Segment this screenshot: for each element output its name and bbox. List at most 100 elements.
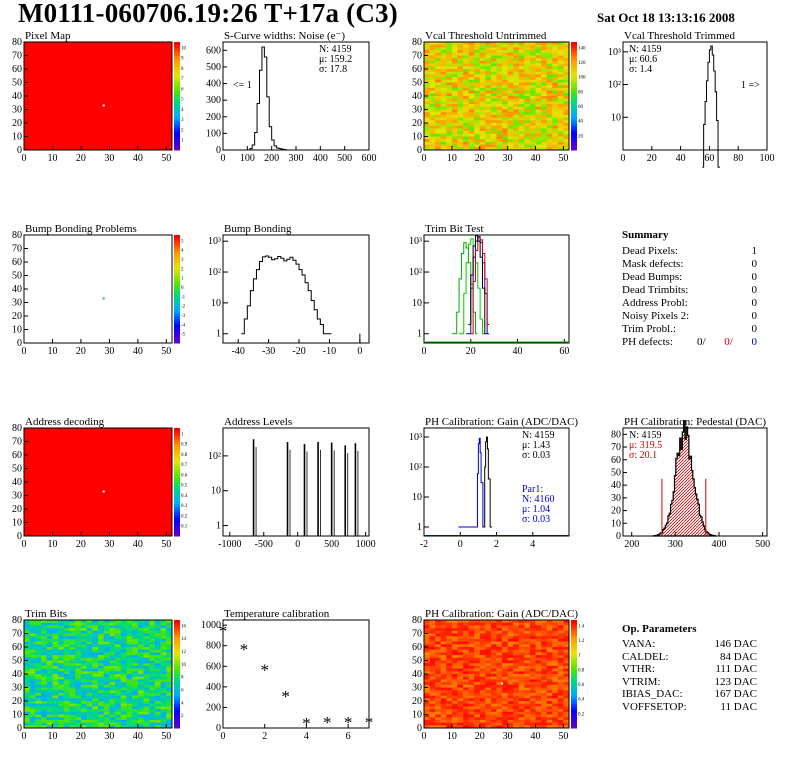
heatmap-cell (132, 674, 139, 677)
heatmap-cell (518, 71, 525, 75)
heatmap-cell (513, 123, 520, 126)
heatmap-cell (496, 87, 503, 91)
heatmap-cell (166, 709, 173, 713)
x-tick-label: 400 (313, 153, 328, 164)
heatmap-cell (435, 703, 442, 707)
colorbar-cell (571, 663, 577, 667)
heatmap-cell (541, 125, 547, 129)
colorbar-cell (174, 264, 180, 268)
y-tick-label: 80 (412, 615, 422, 626)
heatmap-cell (485, 93, 492, 97)
heatmap-cell (485, 655, 492, 659)
heatmap-cell (424, 104, 430, 108)
heatmap-cell (546, 109, 553, 113)
heatmap-cell (109, 725, 116, 729)
heatmap-cell (52, 717, 59, 721)
heatmap-cell (132, 701, 139, 704)
heatmap-cell (552, 649, 559, 653)
heatmap-cell (75, 679, 82, 683)
heatmap-cell (463, 114, 469, 118)
y-tick-label: 60 (12, 257, 22, 268)
x-tick-label: 0 (22, 539, 27, 550)
heatmap-cell (440, 652, 447, 656)
heatmap-cell (80, 622, 87, 626)
heatmap-cell (557, 703, 564, 707)
heatmap-cell (529, 112, 536, 116)
colorbar-cell (174, 147, 180, 151)
heatmap-cell (485, 682, 492, 686)
heatmap-cell (529, 703, 536, 707)
heatmap-cell (435, 711, 442, 715)
heatmap-cell (513, 649, 520, 653)
heatmap-cell (126, 706, 133, 710)
heatmap-cell (435, 109, 442, 113)
heatmap-cell (529, 690, 536, 694)
colorbar-tick-label: 12 (181, 650, 187, 655)
heatmap-cell (109, 690, 116, 694)
colorbar-cell (571, 50, 577, 54)
heatmap-cell (479, 58, 486, 62)
x-tick-label: 60 (559, 346, 569, 357)
heatmap-cell (552, 52, 559, 56)
heatmap-cell (86, 657, 93, 661)
heatmap-cell (529, 66, 536, 70)
colorbar-cell (174, 96, 180, 100)
heatmap-cell (524, 114, 531, 118)
heatmap-cell (485, 725, 492, 729)
heatmap-cell (41, 682, 48, 686)
heatmap-cell (518, 657, 525, 661)
heatmap-cell (507, 69, 514, 72)
heatmap-cell (496, 66, 503, 70)
heatmap-cell (485, 87, 492, 91)
colorbar-cell (571, 120, 577, 124)
heatmap-cell (557, 714, 564, 718)
heatmap-cell (440, 114, 447, 118)
colorbar-cell (571, 633, 577, 637)
heatmap-cell (29, 717, 36, 721)
colorbar-tick-label: 10 (181, 663, 187, 668)
heatmap-cell (502, 690, 508, 694)
heatmap-cell (80, 641, 87, 645)
heatmap-cell (429, 711, 436, 715)
summary-row: Dead Pixels: 1 (622, 245, 757, 258)
heatmap-cell (137, 703, 144, 707)
heatmap-cell (490, 133, 497, 137)
heatmap-cell (552, 652, 559, 656)
heatmap-cell (92, 660, 99, 664)
heatmap-cell (468, 133, 475, 137)
heatmap-cell (29, 698, 36, 702)
heatmap-cell (46, 674, 53, 677)
heatmap-cell (446, 625, 453, 629)
heatmap-cell (457, 638, 464, 642)
op-parameter-label: VANA: (622, 638, 656, 650)
heatmap-cell (46, 663, 53, 667)
fit-stats-text: N: 4160 (522, 494, 555, 505)
heatmap-cell (446, 82, 453, 86)
heatmap-cell (546, 719, 553, 723)
heatmap-cell (137, 663, 144, 667)
heatmap-cell (513, 52, 520, 56)
colorbar-cell (174, 139, 180, 143)
heatmap-cell (58, 695, 65, 699)
heatmap-cell (463, 69, 469, 72)
heatmap-cell (557, 52, 564, 56)
heatmap-cell (502, 701, 508, 704)
heatmap-cell (479, 98, 486, 102)
heatmap-cell (507, 633, 514, 637)
heatmap-cell (490, 684, 497, 688)
heatmap-cell (58, 690, 65, 694)
y-tick-label: 200 (206, 112, 221, 123)
summary-label: Dead Bumps: (622, 271, 683, 283)
heatmap-cell (496, 52, 503, 56)
y-tick-label: 10 (211, 298, 221, 309)
heatmap-cell (154, 698, 161, 702)
y-tick-label: 10³ (608, 47, 621, 58)
heatmap-cell (98, 692, 104, 696)
heatmap-cell (502, 698, 508, 702)
x-tick-label: 0 (221, 731, 226, 742)
heatmap-cell (451, 674, 458, 677)
heatmap-cell (24, 717, 30, 721)
heatmap-cell (524, 42, 531, 45)
heatmap-cell (496, 641, 503, 645)
